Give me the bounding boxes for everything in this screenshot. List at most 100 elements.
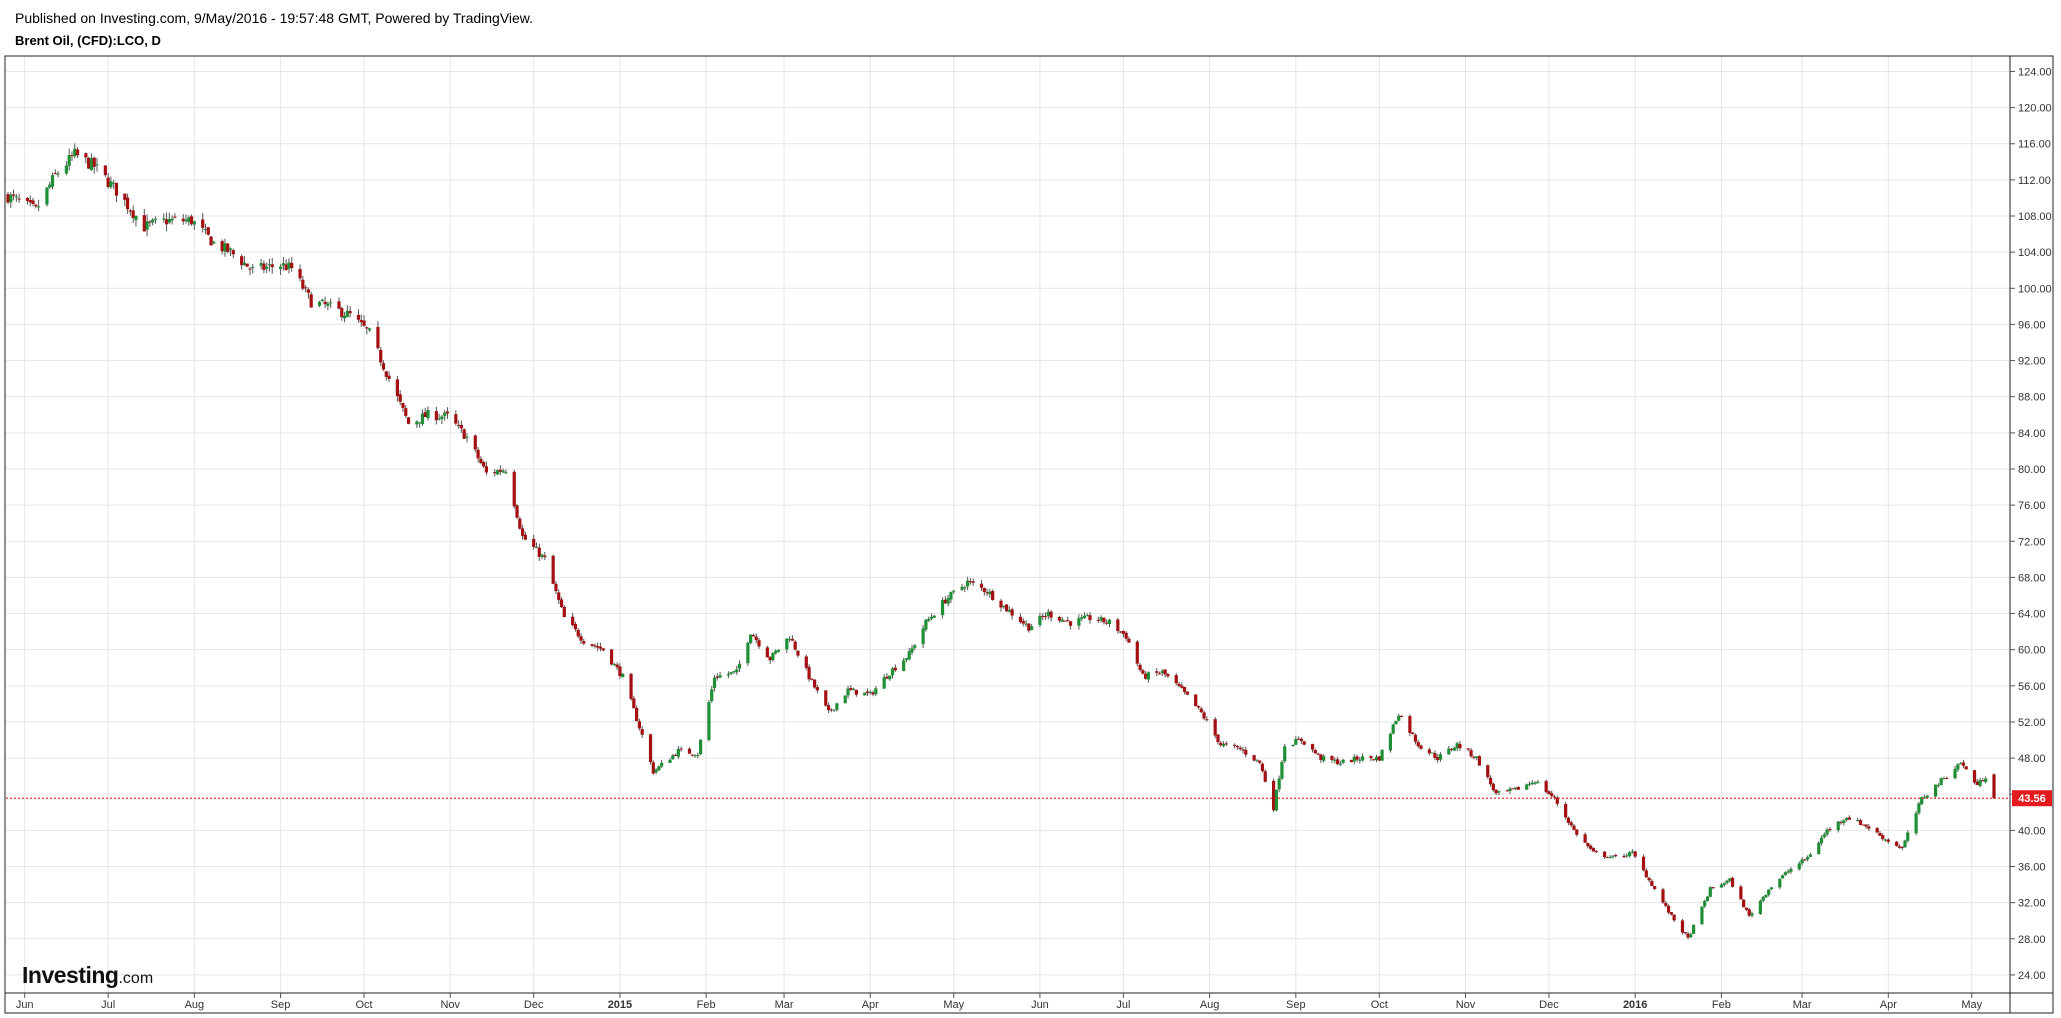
candle-body — [1583, 834, 1587, 843]
candle-body — [395, 379, 400, 396]
candle-body — [1235, 746, 1240, 748]
candle-body — [851, 688, 856, 691]
candle-body — [164, 219, 169, 225]
candle-body — [14, 196, 18, 198]
candle-body — [537, 547, 541, 557]
candle-body — [1352, 756, 1356, 762]
candle-body — [1099, 617, 1103, 621]
candle-body — [824, 690, 828, 706]
candle-body — [1046, 611, 1050, 616]
candle-body — [949, 592, 953, 600]
candle-body — [1302, 741, 1306, 745]
y-tick-label: 24.00 — [2018, 970, 2046, 982]
y-tick-label: 84.00 — [2018, 428, 2046, 440]
candle-body — [1803, 859, 1807, 861]
candle-body — [815, 687, 820, 691]
candle-body — [1661, 889, 1665, 903]
candle-body — [415, 421, 419, 425]
x-tick-label: Dec — [1539, 999, 1559, 1011]
candle-body — [985, 592, 989, 594]
y-tick-label: 100.00 — [2018, 283, 2052, 295]
candle-body — [1335, 759, 1340, 765]
candle-body — [1933, 784, 1938, 797]
candle-body — [1260, 763, 1265, 772]
candle-body — [1349, 759, 1354, 763]
candle-body — [134, 216, 138, 221]
candle-body — [518, 518, 522, 529]
candle-body — [1391, 724, 1395, 734]
candle-body — [1961, 762, 1966, 766]
candle-body — [1221, 744, 1226, 747]
x-tick-label: May — [943, 999, 964, 1011]
candle-body — [1182, 686, 1187, 692]
candle-body — [1085, 615, 1089, 617]
candle-body — [854, 689, 858, 695]
candle-body — [1981, 780, 1985, 782]
x-axis: Jun Jul Aug Sep Oct Nov Dec 2015 Feb Mar Apr May Jun… — [16, 993, 1983, 1011]
candle-body — [259, 263, 263, 266]
candle-body — [693, 755, 697, 757]
candle-body — [1043, 616, 1048, 618]
candle-body — [1708, 887, 1712, 897]
candle-body — [849, 688, 853, 690]
candle-body — [1589, 845, 1593, 849]
candle-body — [1233, 744, 1237, 746]
candle-body — [1530, 782, 1534, 785]
candle-body — [1650, 880, 1654, 887]
candle-body — [1155, 671, 1159, 673]
candle-body — [1066, 620, 1070, 622]
candle-body — [768, 656, 772, 661]
candle-body — [788, 639, 792, 641]
candle-body — [1419, 745, 1423, 749]
candle-body — [1297, 738, 1301, 740]
candle-body — [28, 200, 32, 203]
candle-body — [1672, 914, 1676, 921]
candle-body — [1761, 896, 1765, 901]
y-tick-label: 124.00 — [2018, 66, 2052, 78]
candle-body — [1063, 620, 1067, 622]
candle-body — [1146, 672, 1151, 680]
candle-body — [765, 647, 769, 658]
candle-body — [114, 182, 119, 196]
candle-body — [1953, 768, 1957, 779]
candle-body — [1002, 605, 1006, 608]
candle-body — [1878, 833, 1882, 836]
candle-body — [1964, 766, 1968, 770]
candle-body — [651, 762, 655, 774]
candle-body — [1068, 621, 1073, 626]
candle-body — [1591, 848, 1596, 852]
candle-body — [1280, 762, 1284, 779]
candle-body — [1116, 619, 1120, 632]
candle-body — [1274, 789, 1278, 811]
candle-body — [1029, 626, 1034, 631]
candle-body — [1452, 747, 1456, 751]
candle-body — [1077, 618, 1081, 626]
candle-body — [387, 375, 391, 379]
candle-body — [1004, 604, 1009, 612]
candle-body — [1416, 741, 1420, 747]
candle-body — [1742, 899, 1746, 908]
candle-body — [148, 221, 152, 223]
candle-body — [1513, 787, 1518, 789]
candle-body — [1564, 804, 1568, 818]
candle-body — [829, 709, 833, 711]
candle-body — [1258, 760, 1262, 763]
candle-body — [921, 628, 925, 645]
candle-body — [1144, 673, 1148, 679]
candle-body — [807, 666, 811, 680]
candle-body — [1942, 778, 1946, 780]
candle-body — [648, 734, 653, 762]
candle-body — [515, 505, 519, 518]
candle-body — [1881, 835, 1885, 840]
candle-body — [284, 264, 288, 271]
candle-body — [1972, 770, 1977, 783]
candle-body — [1202, 712, 1206, 719]
candle-body — [1925, 795, 1929, 798]
candle-body — [340, 308, 344, 318]
candle-body — [790, 638, 794, 641]
candle-body — [381, 363, 386, 370]
candle-body — [1380, 749, 1384, 761]
candle-body — [1322, 756, 1326, 761]
y-tick-label: 68.00 — [2018, 572, 2046, 584]
